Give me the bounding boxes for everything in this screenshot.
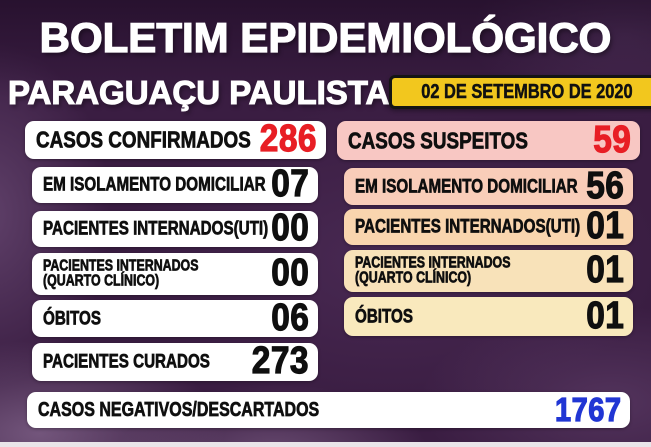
stat-label: PACIENTES INTERNADOS(UTI) — [355, 216, 581, 238]
stat-card-obitos-confirmados: ÓBITOS 06 — [32, 300, 318, 337]
stat-label: CASOS CONFIRMADOS — [36, 126, 251, 153]
stat-value: 273 — [251, 343, 309, 381]
stat-card-uti-confirmados: PACIENTES INTERNADOS(UTI) 00 — [32, 211, 318, 247]
city-subtitle: PARAGUAÇU PAULISTA — [7, 73, 390, 111]
stat-card-casos-suspeitos: CASOS SUSPEITOS 59 — [337, 121, 640, 160]
stat-value: 06 — [270, 300, 309, 337]
stat-label: ÓBITOS — [43, 308, 102, 329]
stat-card-negativos-descartados: CASOS NEGATIVOS/DESCARTADOS 1767 — [27, 392, 630, 428]
bottom-edge-strip — [0, 442, 651, 447]
stat-value: 07 — [270, 167, 309, 203]
stat-value: 286 — [259, 121, 317, 159]
stat-value: 1767 — [554, 392, 621, 428]
stat-value: 59 — [592, 121, 631, 160]
stat-card-obitos-suspeitos: ÓBITOS 01 — [344, 297, 633, 336]
stat-value: 01 — [585, 209, 624, 245]
coronavirus-icon — [586, 330, 650, 394]
stat-label: PACIENTES INTERNADOS (QUARTO CLÍNICO) — [43, 257, 199, 289]
date-badge-label: 02 DE SETEMBRO DE 2020 — [421, 80, 633, 103]
stat-card-quarto-clinico-confirmados: PACIENTES INTERNADOS (QUARTO CLÍNICO) 00 — [32, 253, 318, 295]
stat-value: 01 — [585, 297, 624, 336]
subtitle-row: PARAGUAÇU PAULISTA 02 DE SETEMBRO DE 202… — [7, 72, 651, 112]
stat-label: CASOS SUSPEITOS — [348, 127, 529, 153]
page-title: BOLETIM EPIDEMIOLÓGICO — [39, 13, 612, 61]
stat-value: 00 — [270, 211, 309, 247]
stat-label: EM ISOLAMENTO DOMICILIAR — [43, 174, 266, 196]
stat-card-isolamento-confirmados: EM ISOLAMENTO DOMICILIAR 07 — [32, 167, 318, 203]
stat-value: 56 — [585, 168, 624, 205]
stat-value: 00 — [270, 253, 309, 295]
stat-card-uti-suspeitos: PACIENTES INTERNADOS(UTI) 01 — [344, 209, 633, 245]
stat-card-casos-confirmados: CASOS CONFIRMADOS 286 — [25, 121, 326, 159]
stat-label: ÓBITOS — [355, 306, 414, 327]
stat-label: PACIENTES INTERNADOS (QUARTO CLÍNICO) — [355, 254, 511, 286]
stat-card-isolamento-suspeitos: EM ISOLAMENTO DOMICILIAR 56 — [344, 168, 633, 205]
stat-label: PACIENTES CURADOS — [43, 351, 210, 373]
stat-card-quarto-clinico-suspeitos: PACIENTES INTERNADOS (QUARTO CLÍNICO) 01 — [344, 250, 633, 292]
stat-value: 01 — [585, 250, 624, 292]
stat-card-curados: PACIENTES CURADOS 273 — [32, 343, 318, 381]
stat-label: PACIENTES INTERNADOS(UTI) — [43, 218, 269, 240]
stat-label: CASOS NEGATIVOS/DESCARTADOS — [38, 399, 320, 421]
stat-label: EM ISOLAMENTO DOMICILIAR — [355, 176, 578, 197]
date-badge: 02 DE SETEMBRO DE 2020 — [389, 75, 651, 109]
